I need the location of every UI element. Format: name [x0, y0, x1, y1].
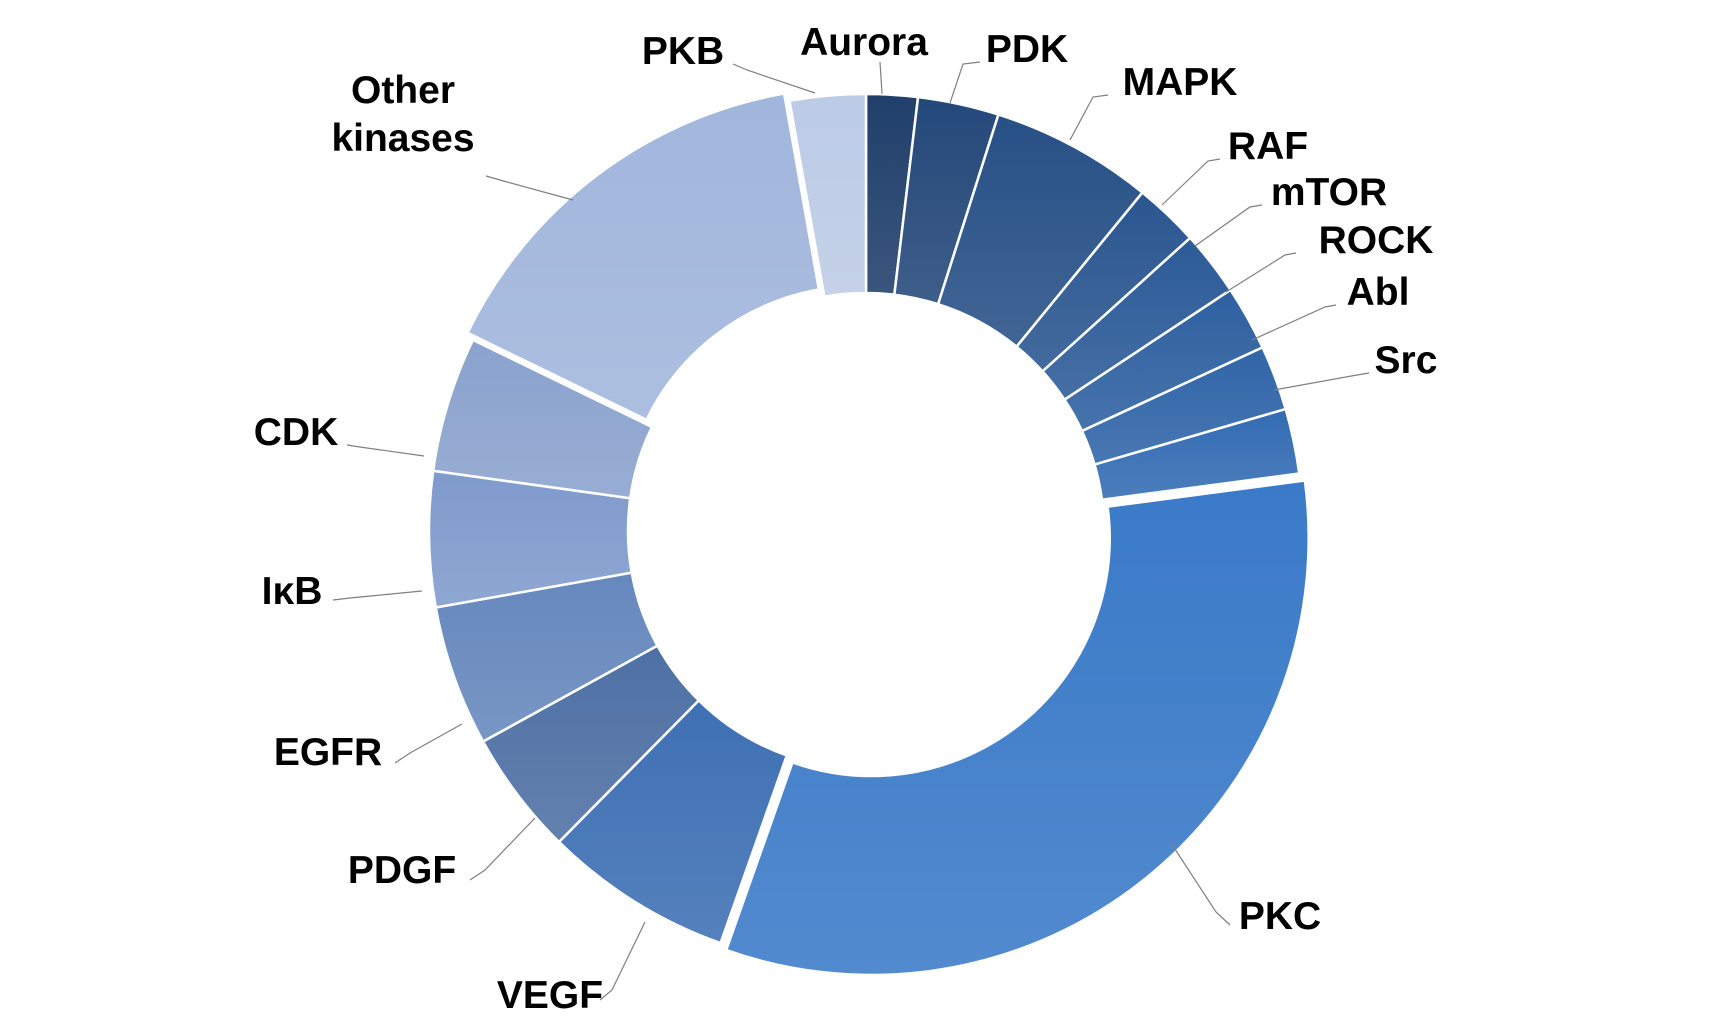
leader-line-pkc [1170, 842, 1231, 926]
slice-src [1093, 407, 1301, 502]
slice-label-pkb: PKB [642, 30, 724, 73]
leader-line-aurora [879, 61, 883, 95]
leader-line-pkb [732, 63, 816, 94]
leader-lines [332, 61, 1370, 1001]
leader-line-mapk [1069, 94, 1109, 141]
leader-line-pdgf [469, 817, 536, 881]
slice-label-pdgf: PDGF [348, 849, 456, 892]
slice-label-pkc: PKC [1239, 895, 1321, 938]
leader-line-raf [1161, 158, 1221, 206]
leader-line-iκb [332, 590, 423, 601]
slice-cdk [431, 338, 654, 500]
slice-label-cdk: CDK [254, 411, 339, 454]
slice-pkb [788, 92, 868, 299]
leader-line-mtor [1194, 204, 1263, 247]
leader-line-src [1273, 372, 1370, 391]
slice-label-other-kinases: Other kinases [331, 69, 474, 160]
slice-label-aurora: Aurora [800, 21, 928, 64]
slice-label-raf: RAF [1228, 125, 1308, 168]
leader-line-cdk [346, 444, 425, 457]
slice-other-kinases [465, 92, 821, 422]
donut-slices [427, 92, 1310, 977]
slice-label-egfr: EGFR [274, 731, 382, 774]
leader-line-pdk [949, 61, 981, 104]
slice-pkc [724, 479, 1310, 977]
leader-line-abl [1251, 304, 1337, 341]
slice-label-mtor: mTOR [1271, 171, 1387, 214]
slice-label-pdk: PDK [986, 28, 1068, 71]
leader-line-egfr [394, 723, 463, 764]
slice-label-rock: ROCK [1319, 219, 1434, 262]
slice-label-vegf: VEGF [497, 974, 603, 1017]
slice-label-abl: Abl [1347, 271, 1410, 314]
slice-label-src: Src [1375, 339, 1438, 382]
leader-line-vegf [599, 921, 646, 1001]
leader-line-other-kinases [485, 175, 574, 201]
leader-line-rock [1225, 252, 1297, 293]
slice-label-mapk: MAPK [1123, 61, 1238, 104]
slice-label-iκb: IκB [262, 570, 323, 613]
